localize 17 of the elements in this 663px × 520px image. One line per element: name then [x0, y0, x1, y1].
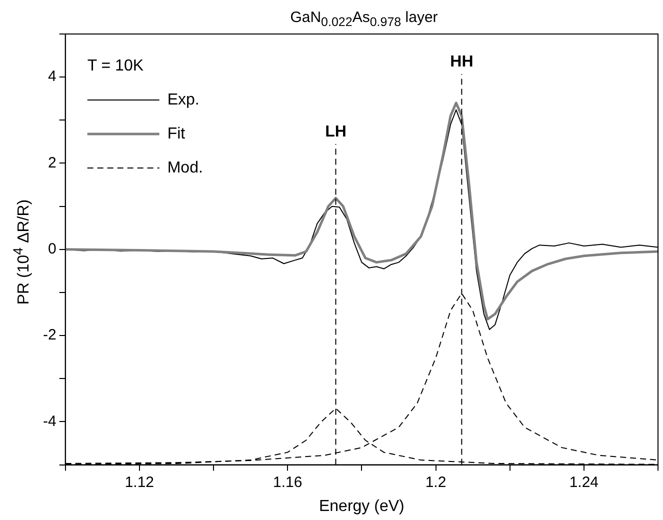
- legend-label: Mod.: [167, 159, 203, 176]
- legend-label: Fit: [167, 125, 186, 142]
- ref-line-label: HH: [450, 53, 474, 70]
- x-tick-label: 1.12: [124, 474, 154, 491]
- x-tick-label: 1.24: [569, 474, 599, 491]
- legend-title: T = 10K: [87, 57, 144, 74]
- legend-label: Exp.: [167, 91, 200, 108]
- y-tick-label: 0: [48, 240, 56, 258]
- x-tick-label: 1.16: [272, 474, 302, 491]
- y-tick-label: 2: [48, 154, 56, 172]
- x-tick-label: 1.2: [425, 474, 446, 491]
- chart-title: GaN$_{0.022}$As$_{0.978}$ layer: [289, 9, 439, 29]
- y-tick-label: -2: [42, 326, 56, 344]
- ref-line-label: LH: [325, 123, 346, 140]
- y-tick-label: 4: [48, 68, 56, 86]
- x-axis-title: Energy (eV): [318, 498, 404, 515]
- y-tick-label: -4: [42, 412, 56, 430]
